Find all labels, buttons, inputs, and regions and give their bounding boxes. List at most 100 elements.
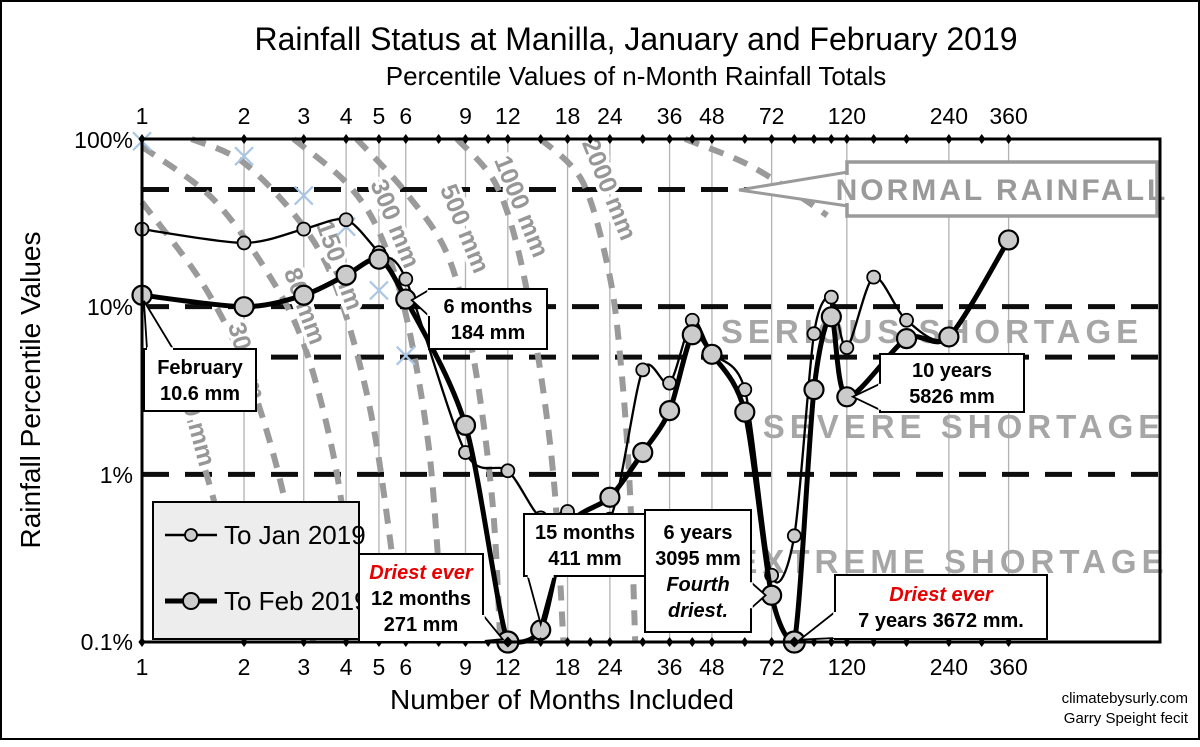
x-cross-marker (396, 345, 416, 366)
axis-tick-diamond (1004, 134, 1013, 144)
y-tick-100: 100% (74, 127, 133, 153)
annotation-box (143, 348, 257, 412)
data-point-marker (454, 414, 477, 436)
annotation-text-line: 6 years (664, 522, 733, 544)
normal-callout-pointer (738, 170, 850, 208)
annotation-box (428, 288, 548, 350)
x-tick-top-360: 360 (989, 103, 1027, 129)
legend-swatch-small-marker (184, 528, 198, 542)
x-tick-top-12: 12 (495, 103, 521, 129)
axis-tick-diamond (708, 134, 716, 144)
zone-label-extreme-shortage: EXTREME SHORTAGE (735, 543, 1168, 580)
contour-curve-150mm (190, 136, 404, 643)
axis-tick-diamond (484, 134, 492, 144)
axis-tick-diamond (688, 637, 696, 647)
axis-tick-diamond (665, 637, 674, 647)
zone-labels-layer: SERIOUS SHORTAGE SEVERE SHORTAGE EXTREME… (721, 313, 1168, 580)
annotation-text-line: Fourth (666, 574, 729, 596)
axis-tick-diamond (741, 637, 749, 647)
axis-tick-diamond (375, 134, 383, 144)
data-point-marker (681, 324, 703, 346)
axis-tick-diamond (870, 134, 878, 144)
axis-tick-diamond (639, 637, 647, 647)
axis-tick-diamond (708, 637, 716, 647)
data-point-marker (658, 399, 681, 422)
annotation-box (358, 553, 484, 643)
x-tick-top-18: 18 (555, 103, 581, 129)
annotation-ten-years: 10 years 5826 mm (850, 353, 1025, 413)
axis-tick-diamond (504, 134, 512, 144)
axis-tick-diamond (945, 134, 953, 144)
axis-tick-diamond (138, 637, 146, 647)
axis-tick-diamond (665, 134, 674, 144)
annotation-text-line: driest. (668, 600, 728, 622)
zone-label-serious-shortage: SERIOUS SHORTAGE (721, 313, 1143, 350)
annotation-text-line: 184 mm (451, 322, 526, 344)
x-tick-bottom-24: 24 (597, 654, 623, 680)
annotation-text-line: 5826 mm (909, 386, 995, 408)
axis-tick-diamond (300, 637, 308, 647)
x-tick-bottom-48: 48 (699, 654, 725, 680)
normal-rainfall-callout: NORMAL RAINFALL (738, 160, 1165, 218)
annotation-feb-value: February 10.6 mm (143, 300, 257, 412)
x-tick-top-36: 36 (657, 103, 683, 129)
x-tick-bottom-5: 5 (373, 654, 386, 680)
x-tick-bottom-2: 2 (238, 654, 251, 680)
x-tick-bottom-6: 6 (399, 654, 412, 680)
axis-tick-diamond (606, 134, 614, 144)
y-tick-1: 1% (100, 462, 133, 488)
legend-label-to-feb: To Feb 2019 (224, 586, 369, 616)
zone-label-severe-shortage: SEVERE SHORTAGE (763, 408, 1166, 445)
x-tick-top-9: 9 (459, 103, 472, 129)
data-point-marker (895, 328, 918, 350)
plot-border (140, 137, 1162, 644)
axis-tick-diamond (639, 134, 647, 144)
data-point-marker (293, 284, 315, 306)
normal-callout-box (845, 160, 1159, 218)
static-text-layer: Rainfall Status at Manilla, January and … (15, 21, 1189, 727)
axis-tick-diamond (768, 637, 776, 647)
annotation-six-years: 6 years 3095 mm Fourth driest. (644, 509, 767, 633)
x-tick-top-240: 240 (930, 103, 968, 129)
legend: To Jan 2019 To Feb 2019 (152, 501, 369, 640)
annotation-driest-12mo: Driest ever 12 months 271 mm (358, 553, 505, 643)
x-tick-top-72: 72 (759, 103, 785, 129)
axis-tick-diamond (586, 637, 594, 647)
annotation-pointer (797, 610, 836, 641)
annotation-15-months: 15 months 411 mm (523, 513, 647, 628)
data-point-marker (806, 326, 822, 342)
axes-layer: 1122334455669912121818242436364848727212… (136, 103, 1162, 680)
x-tick-top-4: 4 (340, 103, 353, 129)
axis-tick-diamond (810, 134, 818, 144)
data-point-marker (338, 212, 354, 228)
annotation-text-line: Driest ever (889, 584, 994, 606)
x-tick-top-48: 48 (699, 103, 725, 129)
axis-tick-diamond (300, 134, 308, 144)
annotation-text-line: February (157, 357, 243, 379)
x-axis-title: Number of Months Included (390, 684, 734, 715)
x-tick-top-6: 6 (399, 103, 412, 129)
data-point-marker (335, 264, 357, 286)
data-point-marker (701, 343, 723, 365)
data-point-marker (734, 401, 756, 423)
axis-tick-diamond (827, 637, 835, 647)
y-tick-10: 10% (87, 294, 133, 320)
axis-tick-diamond (342, 134, 350, 144)
annotation-pointer (850, 382, 881, 412)
axis-tick-diamond (138, 134, 146, 144)
axis-tick-diamond (563, 637, 572, 647)
axis-tick-diamond (790, 637, 798, 647)
axis-tick-diamond (902, 134, 911, 144)
annotation-text-line: Driest ever (369, 562, 474, 584)
x-tick-bottom-18: 18 (555, 654, 581, 680)
annotation-text-line: 6 months (444, 296, 533, 318)
data-point-marker (368, 248, 390, 270)
annotation-text-line: 10 years (912, 360, 992, 382)
chart-subtitle: Percentile Values of n-Month Rainfall To… (386, 61, 887, 91)
annotation-text-line: 7 years 3672 mm. (858, 610, 1024, 632)
axis-tick-diamond (790, 134, 798, 144)
axis-tick-diamond (741, 134, 749, 144)
x-tick-top-5: 5 (373, 103, 386, 129)
